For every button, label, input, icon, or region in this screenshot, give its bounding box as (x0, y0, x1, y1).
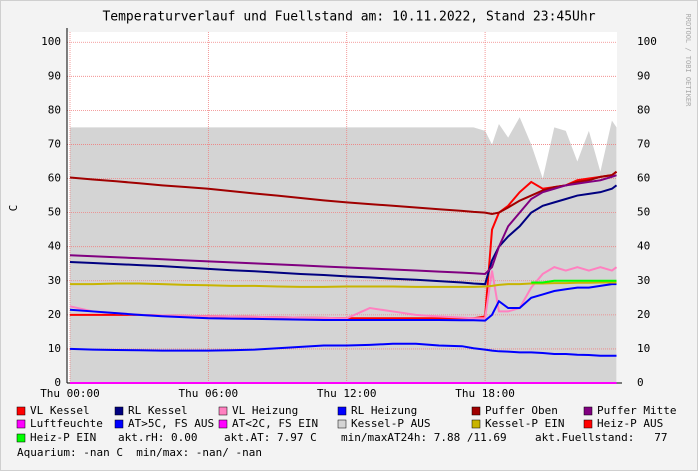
series-line (69, 184, 618, 286)
legend-swatch (471, 406, 481, 416)
y-tick-label-right: 10 (637, 342, 650, 355)
legend-label: Puffer Mitte (597, 404, 676, 417)
legend-swatch (218, 419, 228, 429)
legend-swatch (114, 406, 124, 416)
y-tick-label-right: 30 (637, 274, 650, 287)
area (69, 117, 617, 383)
y-axis-label: C (7, 205, 20, 212)
y-tick-label-right: 50 (637, 206, 650, 219)
y-tick-label: 50 (48, 206, 61, 219)
y-tick-label: 10 (48, 342, 61, 355)
legend-swatch (583, 406, 593, 416)
y-tick-label: 40 (48, 240, 61, 253)
x-tick-label: Thu 06:00 (179, 387, 239, 400)
legend-swatch (114, 419, 124, 429)
y-tick-label: 70 (48, 137, 61, 150)
y-tick-label-right: 40 (637, 240, 650, 253)
y-tick-label-right: 60 (637, 172, 650, 185)
legend-swatch (16, 419, 26, 429)
y-tick-label-right: 80 (637, 103, 650, 116)
y-tick-label-right: 20 (637, 308, 650, 321)
legend-note: akt.rH: 0.00 (118, 431, 197, 444)
legend-swatch (337, 419, 347, 429)
legend-swatch (583, 419, 593, 429)
legend-swatch (218, 406, 228, 416)
legend-swatch (16, 406, 26, 416)
series-line (69, 283, 617, 322)
y-tick-label: 60 (48, 172, 61, 185)
legend-note: Aquarium: -nan C min/max: -nan/ -nan (17, 446, 262, 459)
y-tick-label: 100 (41, 35, 61, 48)
legend-label: Kessel-P EIN (485, 417, 564, 430)
legend-note: min/maxAT24h: 7.88 /11.69 (341, 431, 507, 444)
y-tick-label-right: 0 (637, 376, 644, 389)
legend-label: VL Heizung (232, 404, 298, 417)
legend-label: AT<2C, FS EIN (232, 417, 318, 430)
series-line (69, 342, 617, 357)
legend-label: RL Heizung (351, 404, 417, 417)
series-line (69, 174, 617, 275)
chart-title: Temperaturverlauf und Fuellstand am: 10.… (102, 10, 595, 25)
y-tick-label: 90 (48, 69, 61, 82)
legend-label: VL Kessel (30, 404, 90, 417)
x-tick-label: Thu 12:00 (317, 387, 377, 400)
legend-swatch (337, 406, 347, 416)
legend-label: Heiz-P AUS (597, 417, 663, 430)
y-tick-label: 0 (54, 376, 61, 389)
y-tick-label-right: 100 (637, 35, 657, 48)
legend-note: akt.Fuellstand: 77 (535, 431, 667, 444)
legend-label: Heiz-P EIN (30, 431, 96, 444)
legend-label: Kessel-P AUS (351, 417, 430, 430)
watermark: RRDTOOL / TOBI OETIKER (684, 14, 692, 108)
legend-swatch (471, 419, 481, 429)
legend-swatch (16, 433, 26, 443)
series-line (69, 281, 617, 288)
x-tick-label: Thu 18:00 (455, 387, 515, 400)
series-line (69, 266, 618, 320)
x-tick-label: Thu 00:00 (40, 387, 100, 400)
y-tick-label-right: 70 (637, 137, 650, 150)
legend-note: akt.AT: 7.97 C (224, 431, 317, 444)
series-line (531, 279, 617, 284)
y-tick-label-right: 90 (637, 69, 650, 82)
legend-label: AT>5C, FS AUS (128, 417, 214, 430)
y-tick-label: 20 (48, 308, 61, 321)
legend-label: Puffer Oben (485, 404, 558, 417)
y-tick-label: 80 (48, 103, 61, 116)
legend-label: RL Kessel (128, 404, 188, 417)
y-tick-label: 30 (48, 274, 61, 287)
legend-label: Luftfeuchte (30, 417, 103, 430)
